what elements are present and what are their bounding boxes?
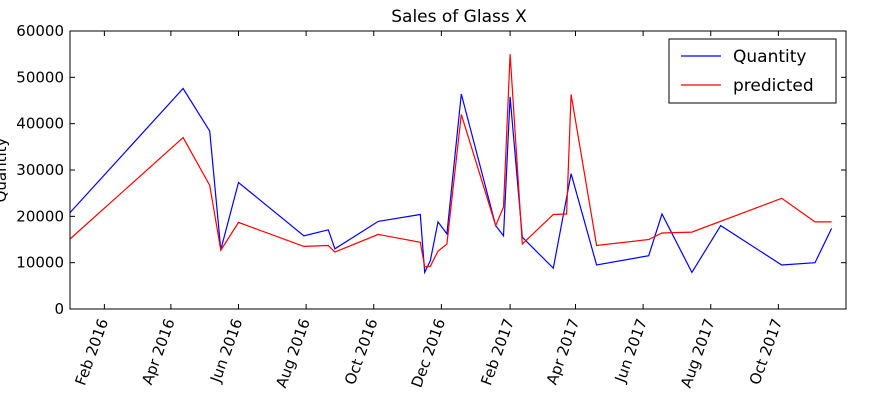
x-tick-label: Aug 2017 [677,316,719,390]
x-tick-label: Dec 2016 [408,316,450,390]
series-line-predicted [69,54,832,268]
x-tick-label: Feb 2016 [71,316,112,387]
y-tick-label: 60000 [16,22,64,40]
y-axis: 0 10000 20000 30000 40000 50000 60000 [16,22,846,318]
x-tick-label: Apr 2017 [543,316,583,387]
y-tick-label: 50000 [16,68,64,86]
y-tick-label: 20000 [16,207,64,225]
y-axis-label: Quantity [0,137,10,202]
legend-label-predicted: predicted [733,76,814,96]
y-tick-label: 30000 [16,161,64,179]
x-tick-label: Oct 2016 [341,316,381,387]
y-tick-label: 10000 [16,254,64,272]
x-tick-label: Apr 2016 [138,316,178,387]
x-tick-label: Feb 2017 [477,316,518,387]
y-tick-label: 0 [54,300,64,318]
legend: Quantity predicted [668,38,837,104]
series-line-quantity [69,87,833,275]
x-tick-label: Aug 2016 [272,316,314,390]
plot-lines [69,54,833,275]
y-tick-label: 40000 [16,115,64,133]
chart-title: Sales of Glass X [391,7,527,27]
x-tick-label: Jun 2016 [206,316,246,385]
x-tick-label: Jun 2017 [611,316,651,385]
x-tick-label: Oct 2017 [746,316,786,387]
legend-label-quantity: Quantity [733,47,806,67]
legend-box [668,38,837,104]
